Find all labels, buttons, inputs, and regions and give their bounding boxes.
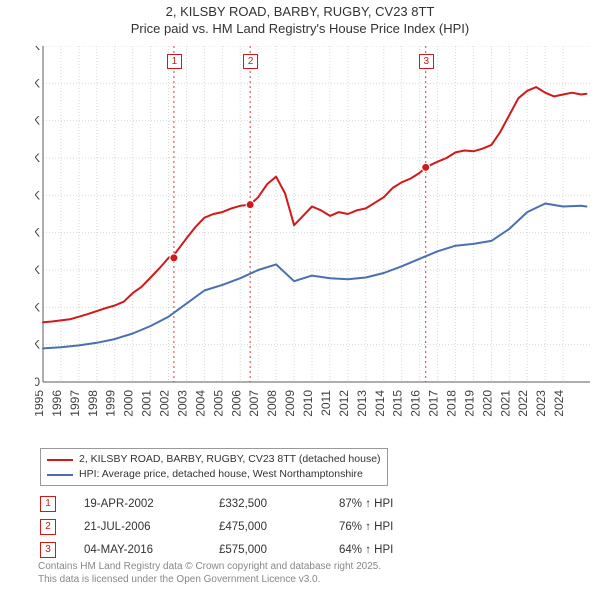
svg-text:2021: 2021 [498,390,512,417]
svg-text:£700K: £700K [35,114,40,128]
sale-badge: 1 [40,496,56,512]
svg-text:1999: 1999 [104,390,118,417]
svg-text:2005: 2005 [211,390,225,417]
svg-text:£800K: £800K [35,76,40,90]
svg-text:2019: 2019 [462,390,476,417]
svg-text:2012: 2012 [337,390,351,417]
footnote: Contains HM Land Registry data © Crown c… [38,561,381,586]
svg-text:2014: 2014 [373,390,387,417]
sales-row: 1 19-APR-2002£332,50087% ↑ HPI [40,492,459,515]
title-line1: 2, KILSBY ROAD, BARBY, RUGBY, CV23 8TT [166,4,435,19]
sale-pct-vs-hpi: 76% ↑ HPI [339,521,459,533]
svg-text:2000: 2000 [122,390,136,417]
sale-badge: 2 [40,519,56,535]
legend-swatch-subject [47,459,73,461]
svg-text:2001: 2001 [140,390,154,417]
svg-text:2016: 2016 [409,390,423,417]
legend: 2, KILSBY ROAD, BARBY, RUGBY, CV23 8TT (… [40,448,388,486]
svg-text:2022: 2022 [516,390,530,417]
svg-text:£300K: £300K [35,263,40,277]
svg-text:1996: 1996 [50,390,64,417]
chart-title: 2, KILSBY ROAD, BARBY, RUGBY, CV23 8TT P… [0,0,600,38]
legend-swatch-hpi [47,474,73,476]
sale-price: £575,000 [219,544,339,556]
svg-text:£900K: £900K [35,46,40,53]
sales-table: 1 19-APR-2002£332,50087% ↑ HPI 2 21-JUL-200… [40,492,459,561]
svg-text:2013: 2013 [355,390,369,417]
sale-date: 19-APR-2002 [84,498,219,510]
sale-date: 21-JUL-2006 [84,521,219,533]
svg-text:2020: 2020 [480,390,494,417]
legend-label-subject: 2, KILSBY ROAD, BARBY, RUGBY, CV23 8TT (… [79,452,381,467]
sale-badge: 3 [40,542,56,558]
svg-text:£600K: £600K [35,151,40,165]
svg-text:2007: 2007 [247,390,261,417]
sale-pct-vs-hpi: 64% ↑ HPI [339,544,459,556]
sale-date: 04-MAY-2016 [84,544,219,556]
sale-marker-badge: 3 [419,54,434,69]
svg-text:£100K: £100K [35,338,40,352]
sale-marker-badge: 1 [167,54,182,69]
chart-svg: £0 £100K £200K £300K £400K £500K £600K £700K £80… [35,46,590,424]
legend-label-hpi: HPI: Average price, detached house, West… [79,467,363,482]
svg-text:£400K: £400K [35,226,40,240]
svg-text:2003: 2003 [175,390,189,417]
svg-text:£0: £0 [35,375,40,389]
svg-text:1995: 1995 [35,390,46,417]
sales-row: 2 21-JUL-2006£475,00076% ↑ HPI [40,515,459,538]
sale-marker-badge: 2 [243,54,258,69]
sales-row: 3 04-MAY-2016£575,00064% ↑ HPI [40,538,459,561]
footnote-line1: Contains HM Land Registry data © Crown c… [38,561,381,572]
svg-text:2010: 2010 [301,390,315,417]
svg-text:£200K: £200K [35,300,40,314]
svg-text:2008: 2008 [265,390,279,417]
svg-text:2006: 2006 [229,390,243,417]
svg-text:2018: 2018 [444,390,458,417]
svg-text:2009: 2009 [283,390,297,417]
svg-text:2002: 2002 [158,390,172,417]
legend-row-hpi: HPI: Average price, detached house, West… [47,467,381,482]
sale-price: £475,000 [219,521,339,533]
svg-text:2015: 2015 [391,390,405,417]
sale-pct-vs-hpi: 87% ↑ HPI [339,498,459,510]
svg-text:1997: 1997 [68,390,82,417]
svg-text:£500K: £500K [35,188,40,202]
svg-text:1998: 1998 [86,390,100,417]
svg-text:2024: 2024 [552,390,566,417]
svg-text:2017: 2017 [427,390,441,417]
svg-text:2004: 2004 [193,390,207,417]
sale-price: £332,500 [219,498,339,510]
svg-text:2011: 2011 [319,390,333,416]
svg-text:2023: 2023 [534,390,548,417]
legend-row-subject: 2, KILSBY ROAD, BARBY, RUGBY, CV23 8TT (… [47,452,381,467]
chart-area: £0 £100K £200K £300K £400K £500K £600K £700K £80… [35,46,590,424]
footnote-line2: This data is licensed under the Open Gov… [38,574,320,585]
title-line2: Price paid vs. HM Land Registry's House … [131,21,469,36]
